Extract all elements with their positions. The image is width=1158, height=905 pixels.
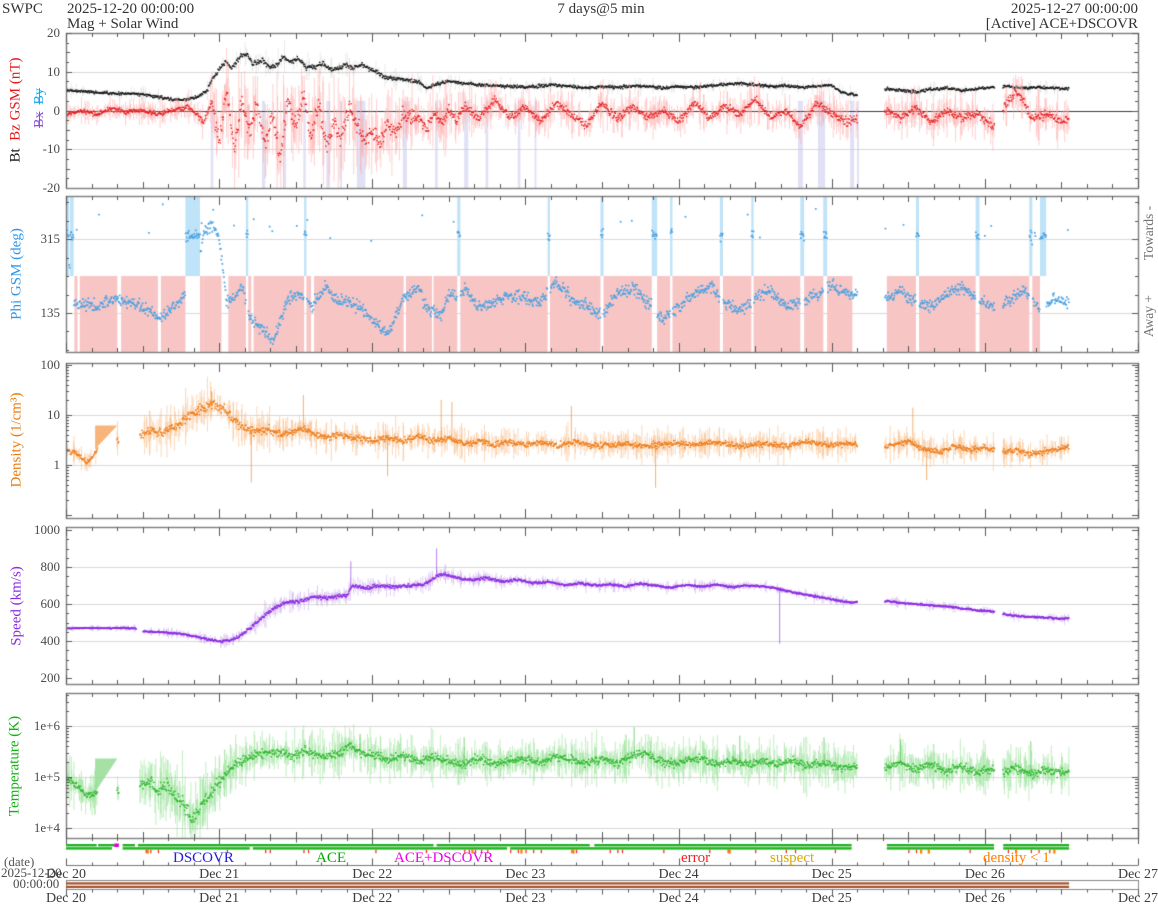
ytick-phi-315: 315 — [40, 231, 61, 247]
day-label-upper-7: Dec 27 — [1117, 867, 1158, 882]
legend-dscovr: DSCOVR — [173, 850, 234, 866]
ytick-phi-135: 135 — [40, 305, 61, 320]
legend-ace: ACE — [316, 850, 346, 866]
day-label-lower-3: Dec 23 — [505, 891, 546, 905]
ytick-mag--20: -20 — [42, 180, 60, 195]
ytick-density-100: 100 — [40, 357, 61, 372]
day-label-upper-5: Dec 25 — [811, 867, 852, 882]
day-label-lower-7: Dec 27 — [1117, 891, 1158, 905]
ytick-speed-200: 200 — [40, 670, 61, 685]
ytick-speed-800: 800 — [40, 559, 61, 574]
day-label-lower-2: Dec 22 — [352, 891, 393, 905]
ytick-speed-600: 600 — [40, 596, 61, 611]
day-label-upper-4: Dec 24 — [658, 867, 699, 882]
ytick-density-1: 1 — [53, 457, 61, 472]
axis-origin-time: 00:00:00 — [13, 876, 60, 891]
day-label-lower-5: Dec 25 — [811, 891, 852, 905]
legend-error: error — [681, 850, 711, 866]
ytick-density-10: 10 — [47, 407, 60, 422]
plot-subtitle: Mag + Solar Wind — [67, 16, 179, 32]
towards-sector-label: Towards - — [1141, 205, 1156, 261]
away-sector-label: Away + — [1141, 295, 1156, 337]
day-label-lower-4: Dec 24 — [658, 891, 699, 905]
legend-suspect: suspect — [770, 850, 815, 866]
axis-origin-date: 2025-12-20 — [1, 865, 62, 880]
ytick-temp-1e+4: 1e+4 — [33, 820, 60, 835]
ytick-temp-1e+5: 1e+5 — [33, 769, 60, 784]
ytick-mag-20: 20 — [47, 25, 60, 40]
day-label-upper-1: Dec 21 — [199, 867, 240, 882]
day-label-upper-3: Dec 23 — [505, 867, 546, 882]
plot-start-timestamp: 2025-12-20 00:00:00 — [67, 1, 195, 17]
plot-end-timestamp: 2025-12-27 00:00:00 — [1010, 1, 1138, 17]
ytick-mag-10: 10 — [47, 63, 60, 79]
ytick-speed-1000: 1000 — [34, 522, 60, 537]
day-label-upper-2: Dec 22 — [352, 867, 393, 882]
day-label-lower-0: Dec 20 — [45, 891, 87, 905]
day-label-upper-0: Dec 20 — [45, 867, 87, 882]
data-source-status: [Active] ACE+DSCOVR — [985, 16, 1138, 32]
ytick-mag--10: -10 — [42, 141, 60, 157]
ytick-mag-0: 0 — [53, 102, 61, 118]
plot-resolution-label: 7 days@5 min — [557, 1, 645, 17]
product-logo-text: SWPC — [2, 1, 43, 17]
day-label-lower-6: Dec 26 — [964, 891, 1005, 905]
day-label-upper-6: Dec 26 — [964, 867, 1005, 882]
legend-density-1: density < 1 — [983, 850, 1050, 866]
ytick-speed-400: 400 — [40, 633, 61, 648]
day-label-lower-1: Dec 21 — [199, 891, 240, 905]
date-axis-caption: (date) — [4, 854, 35, 869]
ytick-temp-1e+6: 1e+6 — [33, 718, 60, 733]
legend-ace-dscovr: ACE+DSCOVR — [394, 850, 494, 866]
